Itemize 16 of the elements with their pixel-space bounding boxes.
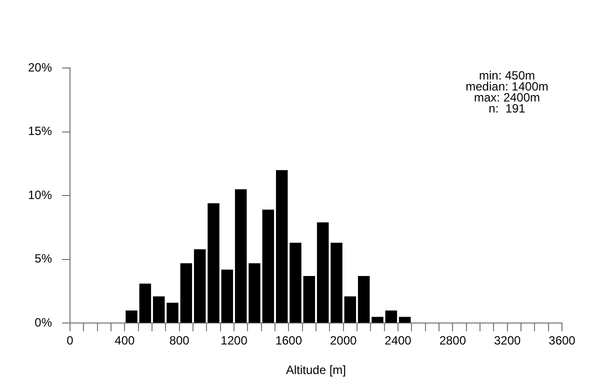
x-tick-label: 400 xyxy=(114,334,136,348)
y-tick-label: 10% xyxy=(28,188,52,202)
x-tick-label: 2400 xyxy=(384,334,412,348)
x-tick-label: 800 xyxy=(169,334,190,348)
x-tick-label: 1600 xyxy=(275,334,302,348)
x-tick-label: 0 xyxy=(66,334,74,348)
x-tick-label: 3600 xyxy=(548,334,576,348)
y-tick-label: 5% xyxy=(34,252,52,266)
y-tick-label: 15% xyxy=(28,124,52,138)
x-tick-label: 1200 xyxy=(220,334,248,348)
x-axis-title: Altitude [m] xyxy=(286,363,346,378)
x-tick-label: 3200 xyxy=(494,334,522,348)
y-tick-label: 20% xyxy=(28,60,52,74)
y-tick-label: 0% xyxy=(34,316,52,330)
x-tick-label: 2800 xyxy=(439,334,466,348)
x-tick-label: 2000 xyxy=(330,334,358,348)
